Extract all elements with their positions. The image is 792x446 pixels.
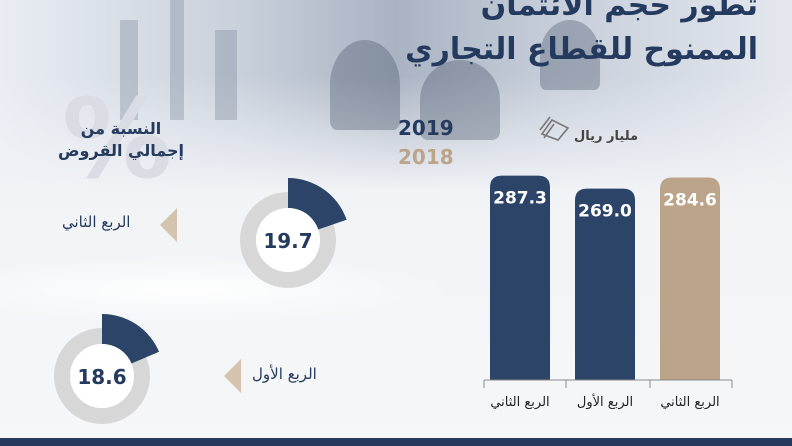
- triangle-pointer-icon: [160, 208, 177, 242]
- ratio-label-line1: النسبة من: [80, 119, 162, 138]
- bar-value-label-0: 287.3: [493, 189, 547, 209]
- bar-category-label-2: الربع الثاني: [660, 395, 719, 410]
- bar-0: [490, 175, 550, 380]
- banknotes-icon: [539, 116, 570, 141]
- bar-value-label-2: 284.6: [663, 191, 717, 211]
- footer-bar: [0, 438, 792, 446]
- light-shine: [0, 255, 460, 325]
- donut-center-0: [256, 208, 320, 272]
- ratio-of-total-loans-label: النسبة من إجمالي القروض: [56, 118, 186, 162]
- triangle-pointer-icon: [224, 359, 241, 393]
- donut-slice-1: [102, 314, 160, 364]
- donut-slice-0: [288, 178, 347, 230]
- bar-category-label-0: الربع الثاني: [490, 395, 549, 410]
- building-silhouette: [170, 0, 184, 120]
- unit-label: مليار ريال: [574, 129, 639, 144]
- donut-value-label-1: 18.6: [77, 365, 126, 389]
- donut-value-label-0: 19.7: [263, 229, 312, 253]
- legend-year-2018: 2018: [398, 145, 454, 169]
- donut-label-second-quarter: الربع الثاني: [62, 213, 131, 231]
- donut-charts: 19.7 18.6: [54, 178, 347, 424]
- businessman-silhouette: [330, 40, 400, 130]
- donut-label-first-quarter: الربع الأول: [252, 365, 317, 383]
- handshake-silhouette: [420, 60, 500, 140]
- page-title-line1: تطور حجم الائتمان: [480, 0, 758, 23]
- percent-watermark: %: [62, 75, 173, 203]
- building-silhouette: [120, 20, 138, 120]
- bar-1: [575, 188, 635, 380]
- ratio-label-line2: إجمالي القروض: [58, 141, 184, 160]
- donut-center-1: [70, 344, 134, 408]
- page-title-line2: الممنوح للقطاع التجاري: [405, 32, 758, 67]
- bar-category-label-1: الربع الأول: [577, 393, 633, 410]
- building-silhouette: [215, 30, 237, 120]
- bar-chart: 287.3 الربع الثاني 269.0 الربع الأول 284.6 ال…: [483, 175, 733, 410]
- legend-year-2019: 2019: [398, 116, 454, 140]
- bar-2: [660, 177, 720, 380]
- header-photo-background: [0, 0, 792, 190]
- bar-value-label-1: 269.0: [578, 202, 632, 222]
- businessman-silhouette: [540, 20, 600, 90]
